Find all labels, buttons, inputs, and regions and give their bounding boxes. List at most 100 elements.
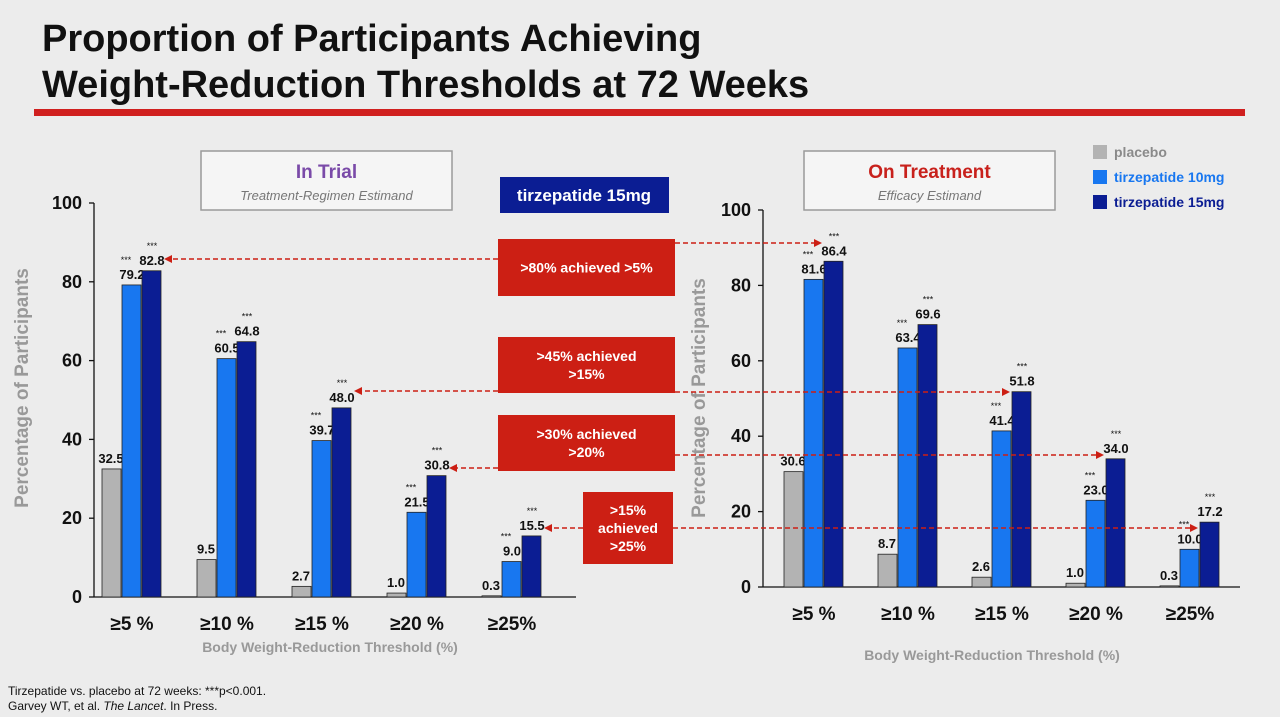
bar-tirzepatide-10mg xyxy=(501,561,522,598)
callout-text: >45% achieved xyxy=(536,348,636,364)
dose-badge-label: tirzepatide 15mg xyxy=(517,186,651,205)
y-tick-label: 100 xyxy=(52,193,82,213)
significance-marker: *** xyxy=(242,312,253,322)
callout-text: >80% achieved >5% xyxy=(520,260,653,276)
bar-placebo xyxy=(196,559,217,598)
title-line-1: Proportion of Participants Achieving xyxy=(42,18,702,60)
panel-title-box: In Trial Treatment-Regimen Estimand xyxy=(200,150,453,211)
data-label: 82.8 xyxy=(139,253,164,268)
callout-box xyxy=(583,492,673,564)
data-label: 86.4 xyxy=(821,243,847,258)
callout-text: >15% xyxy=(568,366,605,382)
dose-badge-box xyxy=(500,177,669,213)
bar-tirzepatide-10mg xyxy=(897,347,918,588)
bar-placebo xyxy=(101,468,122,598)
callout-box xyxy=(498,415,675,471)
data-label: 9.5 xyxy=(197,542,215,557)
citation-journal: The Lancet xyxy=(103,699,164,713)
data-label: 60.5 xyxy=(214,341,239,356)
bar-placebo xyxy=(386,592,407,598)
y-tick-label: 40 xyxy=(62,429,82,449)
data-label: 1.0 xyxy=(1066,565,1084,580)
legend-item: placebo xyxy=(1093,144,1167,160)
panel-in-trial: In Trial Treatment-Regimen Estimand 0 20 40 6… xyxy=(12,150,576,655)
bar-tirzepatide-10mg xyxy=(991,430,1012,588)
callout-text: >25% xyxy=(610,538,647,554)
data-label: 0.3 xyxy=(1160,568,1178,583)
slide-title: Proportion of Participants Achieving Wei… xyxy=(42,16,809,108)
data-label: 41.4 xyxy=(989,413,1015,428)
bar-tirzepatide-15mg xyxy=(917,324,938,588)
data-label: 15.5 xyxy=(519,518,544,533)
data-label: 23.0 xyxy=(1083,482,1108,497)
data-label: 79.2 xyxy=(119,267,144,282)
data-label: 51.8 xyxy=(1009,374,1034,389)
bar-tirzepatide-15mg xyxy=(1199,521,1220,588)
legend-item: tirzepatide 15mg xyxy=(1093,194,1224,210)
y-tick-label: 40 xyxy=(731,426,751,446)
significance-marker: *** xyxy=(991,401,1002,411)
bar-tirzepatide-15mg xyxy=(426,475,447,598)
callout-text: >20% xyxy=(568,444,605,460)
legend-item: tirzepatide 10mg xyxy=(1093,169,1224,185)
y-tick-label: 20 xyxy=(62,508,82,528)
data-label: 8.7 xyxy=(878,536,896,551)
category-label: ≥10 % xyxy=(881,604,935,625)
bar-tirzepatide-15mg xyxy=(1105,458,1126,588)
title-line-2: Weight-Reduction Thresholds at 72 Weeks xyxy=(42,64,810,106)
data-label: 81.6 xyxy=(801,261,826,276)
y-tick-label: 80 xyxy=(731,275,751,295)
panel-title-box: On Treatment Efficacy Estimand xyxy=(803,150,1056,211)
bar-placebo xyxy=(783,471,804,588)
bar-tirzepatide-15mg xyxy=(141,270,162,598)
significance-marker: *** xyxy=(337,378,348,388)
bar-tirzepatide-10mg xyxy=(1179,548,1200,588)
y-tick-label: 0 xyxy=(741,577,751,597)
significance-marker: *** xyxy=(1111,429,1122,439)
legend-label: placebo xyxy=(1114,144,1167,160)
category-label: ≥10 % xyxy=(200,614,254,635)
bar-placebo xyxy=(1159,585,1180,588)
title-box-frame xyxy=(200,150,453,211)
data-label: 1.0 xyxy=(387,575,405,590)
bar-tirzepatide-15mg xyxy=(331,407,352,598)
data-label: 30.8 xyxy=(424,458,449,473)
y-axis-label: Percentage of Participants xyxy=(12,268,33,508)
bar-tirzepatide-10mg xyxy=(406,511,427,598)
significance-marker: *** xyxy=(311,411,322,421)
significance-marker: *** xyxy=(147,241,158,251)
x-axis-label: Body Weight-Reduction Threshold (%) xyxy=(202,639,458,655)
citation-status: . In Press. xyxy=(163,699,218,713)
callout-1: >80% achieved >5% xyxy=(498,239,675,296)
significance-marker: *** xyxy=(1205,492,1216,502)
significance-marker: *** xyxy=(527,506,538,516)
bar-placebo xyxy=(291,585,312,598)
callout-3: >30% achieved >20% xyxy=(498,415,675,471)
bar-placebo xyxy=(971,576,992,588)
data-label: 30.6 xyxy=(780,454,805,469)
citation-authors: Garvey WT, et al. xyxy=(8,699,104,713)
callout-text: achieved xyxy=(598,520,658,536)
category-label: ≥15 % xyxy=(295,614,349,635)
title-box-frame xyxy=(803,150,1056,211)
y-tick-label: 60 xyxy=(62,351,82,371)
bar-tirzepatide-10mg xyxy=(803,278,824,588)
significance-marker: *** xyxy=(829,231,840,241)
footnote-citation: Garvey WT, et al. The Lancet. In Press. xyxy=(8,699,266,714)
panel-subtitle: Treatment-Regimen Estimand xyxy=(240,188,413,203)
category-label: ≥5 % xyxy=(792,604,835,625)
panel-on-treatment: On Treatment Efficacy Estimand 0 20 40 60 80 10… xyxy=(689,150,1240,663)
data-label: 10.0 xyxy=(1177,531,1202,546)
significance-marker: *** xyxy=(803,249,814,259)
data-label: 2.6 xyxy=(972,559,990,574)
significance-marker: *** xyxy=(432,446,443,456)
legend-swatch xyxy=(1093,195,1107,209)
data-label: 17.2 xyxy=(1197,504,1222,519)
significance-marker: *** xyxy=(1179,519,1190,529)
significance-marker: *** xyxy=(897,318,908,328)
y-tick-label: 0 xyxy=(72,587,82,607)
callout-4: >15% achieved >25% xyxy=(583,492,673,564)
panel-subtitle: Efficacy Estimand xyxy=(878,188,982,203)
category-label: ≥25% xyxy=(1166,604,1215,625)
callout-box xyxy=(498,337,675,393)
